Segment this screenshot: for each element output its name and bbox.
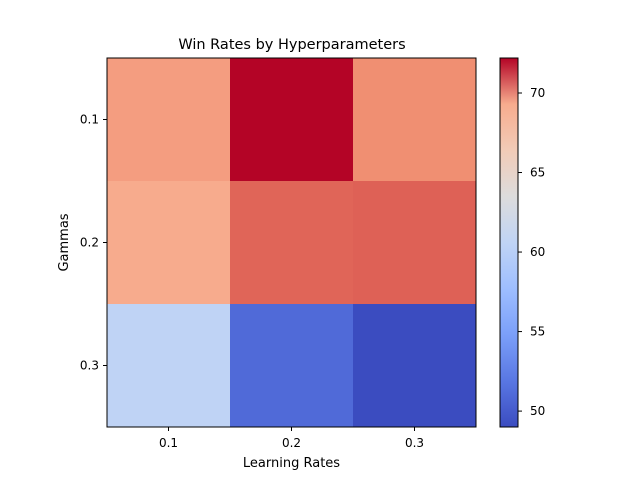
heatmap-cell xyxy=(353,58,477,182)
colorbar xyxy=(499,57,519,428)
y-tick-label: 0.1 xyxy=(80,113,99,127)
colorbar-tick-label: 60 xyxy=(530,245,545,259)
chart-title: Win Rates by Hyperparameters xyxy=(178,37,405,53)
x-axis-ticks: 0.1 0.2 0.3 xyxy=(159,427,424,450)
y-axis-label: Gammas xyxy=(57,213,72,271)
colorbar-tick-label: 55 xyxy=(530,325,545,339)
heatmap-cell xyxy=(230,181,354,305)
x-axis-label: Learning Rates xyxy=(243,456,340,471)
x-tick-label: 0.2 xyxy=(282,436,301,450)
heatmap-cell xyxy=(107,181,231,305)
heatmap-cell xyxy=(107,58,231,182)
x-tick-label: 0.1 xyxy=(159,436,178,450)
heatmap-cell xyxy=(107,304,231,428)
colorbar-tick-label: 65 xyxy=(530,166,545,180)
y-tick-label: 0.3 xyxy=(80,359,99,373)
colorbar-tick-label: 70 xyxy=(530,86,545,100)
x-tick-label: 0.3 xyxy=(405,436,424,450)
heatmap-cells xyxy=(107,58,477,428)
y-axis-ticks: 0.1 0.2 0.3 xyxy=(80,113,107,373)
colorbar-ticks: 50 55 60 65 70 xyxy=(518,86,545,418)
heatmap-cell xyxy=(230,304,354,428)
heatmap-cell xyxy=(230,58,354,182)
heatmap-cell xyxy=(353,181,477,305)
y-tick-label: 0.2 xyxy=(80,236,99,250)
colorbar-tick-label: 50 xyxy=(530,404,545,418)
heatmap-cell xyxy=(353,304,477,428)
